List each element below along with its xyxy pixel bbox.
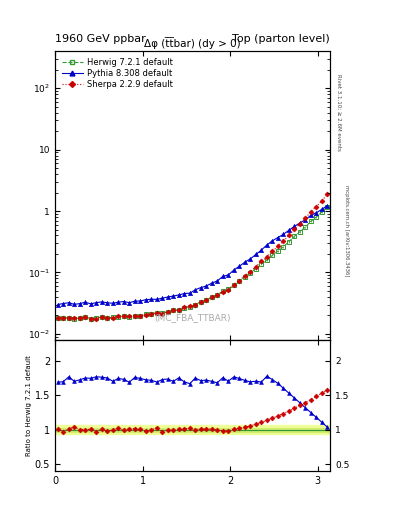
Text: Rivet 3.1.10; ≥ 2.6M events: Rivet 3.1.10; ≥ 2.6M events xyxy=(336,74,341,151)
Legend: Herwig 7.2.1 default, Pythia 8.308 default, Sherpa 2.2.9 default: Herwig 7.2.1 default, Pythia 8.308 defau… xyxy=(59,55,175,92)
Y-axis label: Ratio to Herwig 7.2.1 default: Ratio to Herwig 7.2.1 default xyxy=(26,355,32,456)
Text: mcplots.cern.ch [arXiv:1306.3436]: mcplots.cern.ch [arXiv:1306.3436] xyxy=(344,185,349,276)
Text: (MC_FBA_TTBAR): (MC_FBA_TTBAR) xyxy=(154,313,231,323)
Text: 1960 GeV ppbar: 1960 GeV ppbar xyxy=(55,33,146,44)
Title: Δφ (t͞tbar) (dy > 0): Δφ (t͞tbar) (dy > 0) xyxy=(144,37,241,49)
Text: Top (parton level): Top (parton level) xyxy=(232,33,330,44)
